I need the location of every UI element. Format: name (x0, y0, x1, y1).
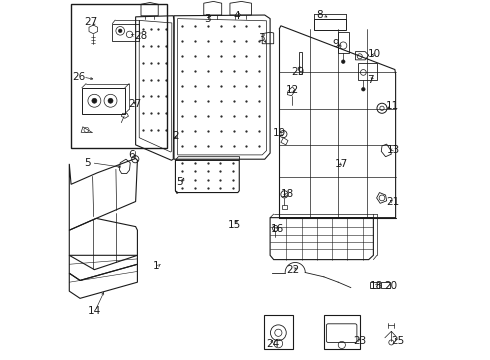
Text: 6: 6 (128, 150, 135, 160)
Text: 15: 15 (228, 220, 242, 230)
Text: 18: 18 (281, 189, 294, 199)
Text: 4: 4 (234, 11, 240, 21)
Text: 14: 14 (88, 306, 101, 316)
Text: 1: 1 (153, 261, 159, 271)
Circle shape (362, 87, 365, 91)
Text: 26: 26 (72, 72, 85, 82)
Text: 19: 19 (273, 129, 286, 138)
Text: 10: 10 (368, 49, 381, 59)
Bar (71, 4, 167, 148)
Text: 20: 20 (384, 281, 397, 291)
Bar (264, 315, 293, 349)
Text: 5: 5 (176, 177, 183, 187)
Bar (82, 88, 125, 114)
Text: 27: 27 (128, 99, 142, 109)
Text: 8: 8 (317, 10, 323, 20)
Circle shape (108, 98, 113, 103)
Bar (358, 63, 377, 80)
Text: 3: 3 (204, 14, 210, 24)
Text: 28: 28 (135, 31, 148, 41)
Text: 9: 9 (333, 39, 340, 49)
Circle shape (119, 29, 122, 33)
Text: 3: 3 (258, 33, 265, 43)
Text: 16: 16 (271, 225, 284, 234)
Text: 17: 17 (335, 159, 348, 169)
Text: 21: 21 (387, 197, 400, 207)
Text: 25: 25 (391, 336, 404, 346)
Circle shape (342, 60, 345, 63)
Bar (338, 32, 349, 53)
Text: 24: 24 (266, 338, 279, 348)
Bar (112, 24, 139, 41)
Text: 13: 13 (387, 144, 400, 154)
Text: 7: 7 (367, 75, 373, 85)
Text: 23: 23 (354, 336, 367, 346)
Text: 2: 2 (172, 131, 179, 141)
Bar (299, 52, 302, 74)
Bar (324, 315, 360, 349)
Text: 12: 12 (286, 85, 299, 95)
Text: 27: 27 (84, 17, 98, 27)
Text: 29: 29 (291, 67, 304, 77)
Bar (314, 19, 346, 30)
Text: 5: 5 (84, 158, 91, 168)
Text: 22: 22 (286, 265, 299, 275)
Text: 11: 11 (386, 102, 399, 112)
Circle shape (92, 98, 97, 103)
Text: 18: 18 (370, 281, 383, 291)
